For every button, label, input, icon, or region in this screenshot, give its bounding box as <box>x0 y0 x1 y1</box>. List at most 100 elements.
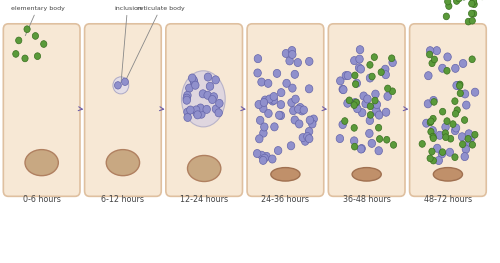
Circle shape <box>16 37 22 44</box>
Circle shape <box>254 149 261 158</box>
Circle shape <box>442 123 450 131</box>
Text: 0-6 hours: 0-6 hours <box>22 195 60 204</box>
Circle shape <box>456 83 463 89</box>
Circle shape <box>24 26 30 33</box>
Circle shape <box>40 41 47 47</box>
Circle shape <box>376 124 382 131</box>
Circle shape <box>452 127 459 135</box>
Circle shape <box>258 78 266 86</box>
Circle shape <box>368 139 376 147</box>
Circle shape <box>302 137 309 145</box>
Circle shape <box>378 69 384 75</box>
Circle shape <box>367 103 374 110</box>
Circle shape <box>444 0 451 5</box>
Circle shape <box>288 142 295 150</box>
FancyBboxPatch shape <box>328 24 405 196</box>
Ellipse shape <box>106 150 140 176</box>
Circle shape <box>452 64 459 72</box>
Circle shape <box>372 97 378 104</box>
Circle shape <box>266 95 274 103</box>
Circle shape <box>433 47 440 55</box>
Circle shape <box>422 119 430 127</box>
Circle shape <box>430 133 436 140</box>
Ellipse shape <box>25 150 58 176</box>
Circle shape <box>462 90 469 98</box>
Circle shape <box>460 141 466 148</box>
Text: 6-12 hours: 6-12 hours <box>102 195 144 204</box>
Circle shape <box>424 100 432 108</box>
Circle shape <box>452 124 460 132</box>
Circle shape <box>364 95 371 103</box>
Circle shape <box>390 88 396 95</box>
Circle shape <box>339 85 346 93</box>
Circle shape <box>430 135 436 141</box>
Circle shape <box>426 47 434 55</box>
Circle shape <box>435 156 442 165</box>
Circle shape <box>294 105 302 113</box>
Circle shape <box>203 105 210 113</box>
Circle shape <box>260 123 268 131</box>
Circle shape <box>461 153 468 161</box>
Circle shape <box>372 90 379 98</box>
Circle shape <box>465 18 471 25</box>
Circle shape <box>434 144 441 152</box>
Circle shape <box>215 109 222 117</box>
Circle shape <box>263 152 270 160</box>
Circle shape <box>428 128 434 135</box>
Circle shape <box>114 82 121 89</box>
Circle shape <box>336 135 344 143</box>
Circle shape <box>442 130 448 136</box>
Circle shape <box>184 108 191 116</box>
Circle shape <box>262 96 269 104</box>
Circle shape <box>261 154 268 162</box>
Circle shape <box>183 96 190 104</box>
Circle shape <box>452 154 458 160</box>
Circle shape <box>204 73 212 81</box>
Circle shape <box>306 57 313 65</box>
Text: reticulate body: reticulate body <box>136 6 184 11</box>
Circle shape <box>351 99 358 107</box>
Circle shape <box>344 99 352 107</box>
Circle shape <box>339 120 346 129</box>
Text: Chlamydia developmental cycle: Chlamydia developmental cycle <box>90 228 410 246</box>
Circle shape <box>352 143 358 150</box>
Circle shape <box>186 106 194 114</box>
Circle shape <box>196 104 204 112</box>
FancyBboxPatch shape <box>4 24 80 196</box>
FancyBboxPatch shape <box>247 24 324 196</box>
Circle shape <box>472 132 478 138</box>
Text: elementary body: elementary body <box>10 6 64 11</box>
Circle shape <box>384 136 390 143</box>
Ellipse shape <box>182 71 225 127</box>
Circle shape <box>304 133 311 140</box>
Circle shape <box>468 0 475 7</box>
Circle shape <box>254 55 262 63</box>
Circle shape <box>438 64 446 72</box>
Circle shape <box>351 124 358 131</box>
Circle shape <box>306 135 313 143</box>
Circle shape <box>429 127 436 135</box>
Circle shape <box>372 107 380 115</box>
Circle shape <box>340 86 347 94</box>
Circle shape <box>258 151 266 159</box>
Circle shape <box>184 113 192 122</box>
Circle shape <box>358 144 366 153</box>
Circle shape <box>288 50 296 59</box>
Circle shape <box>358 109 366 117</box>
Circle shape <box>291 70 298 78</box>
Circle shape <box>269 97 276 105</box>
Circle shape <box>454 0 460 4</box>
Circle shape <box>260 104 267 113</box>
Circle shape <box>368 112 374 118</box>
Circle shape <box>183 94 190 102</box>
Circle shape <box>122 78 128 85</box>
Circle shape <box>469 17 476 24</box>
Circle shape <box>384 85 391 92</box>
Circle shape <box>443 13 450 20</box>
Circle shape <box>465 135 471 142</box>
Circle shape <box>270 93 278 100</box>
Circle shape <box>283 79 290 87</box>
Circle shape <box>300 106 308 114</box>
Circle shape <box>256 116 264 124</box>
Circle shape <box>366 129 373 138</box>
